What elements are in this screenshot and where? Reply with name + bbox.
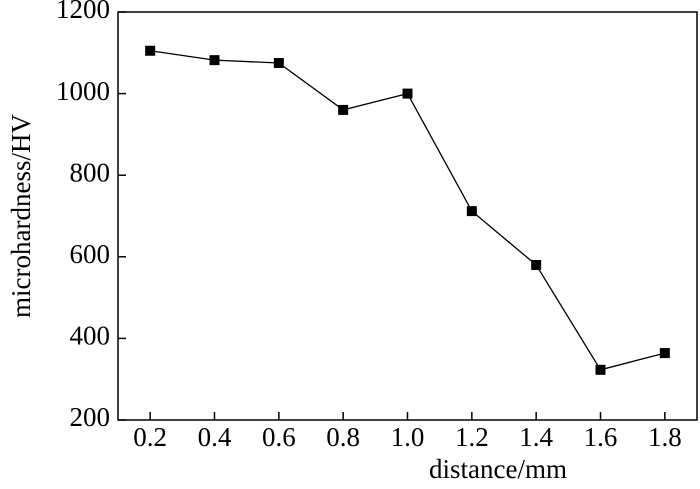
data-point (531, 259, 542, 270)
x-tick-label: 1.0 (391, 422, 425, 452)
data-point (209, 55, 220, 66)
data-point (338, 104, 349, 115)
x-tick-label: 1.8 (648, 422, 682, 452)
x-tick-label: 1.2 (455, 422, 489, 452)
x-tick-label: 1.4 (519, 422, 553, 452)
data-point (466, 206, 477, 217)
x-tick-label: 1.6 (584, 422, 618, 452)
y-tick-label: 200 (70, 402, 111, 432)
plot-frame (117, 11, 698, 421)
y-tick-label: 1000 (56, 76, 110, 106)
y-tick-label: 1200 (56, 0, 110, 24)
x-tick-label: 0.6 (262, 422, 296, 452)
data-point (145, 45, 156, 56)
data-point (402, 88, 413, 99)
x-tick-label: 0.2 (133, 422, 167, 452)
x-tick-label: 0.4 (198, 422, 232, 452)
x-axis-title: distance/mm (429, 454, 567, 484)
data-point (595, 364, 606, 375)
data-point (659, 348, 670, 359)
data-line (150, 50, 665, 371)
data-point (273, 58, 284, 68)
y-tick-label: 800 (70, 157, 111, 187)
y-tick-label: 400 (70, 321, 111, 351)
x-tick-label: 0.8 (326, 422, 360, 452)
y-tick-label: 600 (70, 239, 111, 269)
y-axis-title: microhardness/HV (6, 114, 36, 318)
